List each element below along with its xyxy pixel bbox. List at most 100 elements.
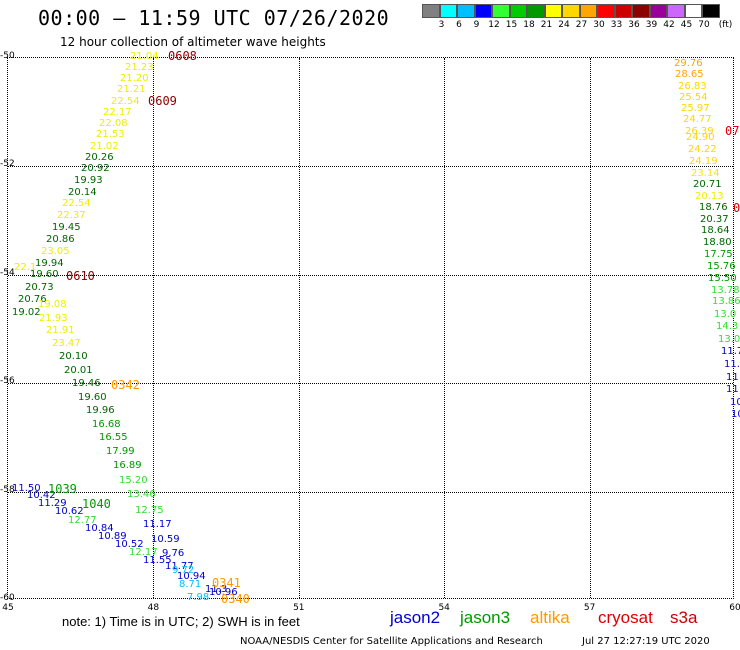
legend-tick-label: 3	[438, 20, 445, 30]
wave-height-label: 20.13	[695, 191, 724, 202]
wave-height-label: 11.4	[724, 359, 740, 370]
wave-height-label: 20.73	[25, 282, 54, 293]
wave-height-label: 26.83	[678, 81, 707, 92]
wave-height-label: 17.99	[106, 446, 135, 457]
wave-height-label: 10.89	[98, 531, 127, 542]
wave-height-label: 19.02	[12, 307, 41, 318]
legend-swatch	[614, 4, 632, 18]
wave-height-label: 10	[730, 397, 740, 408]
wave-height-label: 20.10	[59, 351, 88, 362]
wave-height-label: 20.26	[85, 152, 114, 163]
wave-height-label: 22.17	[103, 107, 132, 118]
legend-swatch	[684, 4, 702, 18]
grid-line-horizontal	[8, 491, 733, 493]
pass-time-label: 0342	[111, 378, 140, 392]
color-legend	[422, 4, 720, 18]
wave-height-label: 20.76	[18, 294, 47, 305]
legend-tick-label: 45	[680, 20, 693, 30]
wave-height-label: 23.05	[41, 246, 70, 257]
wave-height-label: 10.59	[151, 534, 180, 545]
wave-height-label: 19.08	[38, 299, 67, 310]
wave-height-label: 17.75	[704, 249, 733, 260]
pass-time-label: 1040	[82, 497, 111, 511]
wave-height-label: 13.86	[712, 296, 740, 307]
wave-height-label: 21.04	[130, 51, 159, 62]
wave-height-label: 15.76	[707, 261, 736, 272]
wave-height-label: 13.46	[127, 489, 156, 500]
grid-line-vertical	[444, 58, 446, 598]
wave-height-label: 22.08	[99, 118, 128, 129]
legend-swatch	[457, 4, 475, 18]
legend-swatch	[492, 4, 510, 18]
wave-height-label: 26.39	[685, 126, 714, 137]
legend-tick-label: 30	[593, 20, 605, 30]
legend-tick-label: 33	[610, 20, 623, 30]
wave-height-label: 11	[726, 384, 739, 395]
timestamp-text: Jul 27 12:27:19 UTC 2020	[582, 636, 710, 647]
wave-height-label: 11.55	[143, 555, 172, 566]
wave-height-label: 21.20	[120, 73, 149, 84]
legend-swatch	[597, 4, 615, 18]
x-axis-label: 60	[729, 603, 740, 613]
wave-height-label: 7.98	[187, 592, 210, 603]
wave-height-label: 19.60	[78, 392, 107, 403]
grid-line-horizontal	[8, 274, 733, 276]
wave-height-label: 10.84	[85, 523, 114, 534]
wave-height-label: 25.54	[679, 92, 708, 103]
wave-height-label: 11	[726, 372, 739, 383]
wave-height-label: 11.17	[143, 519, 172, 530]
wave-height-label: 22.1	[14, 262, 37, 273]
wave-height-label: 21.53	[96, 129, 125, 140]
wave-height-label: 19.94	[35, 258, 64, 269]
legend-tick-label: 9	[473, 20, 480, 30]
wave-height-label: 29.76	[674, 58, 703, 69]
wave-height-label: 18.76	[699, 202, 728, 213]
wave-height-label: 13.0	[714, 309, 737, 320]
satellite-altika: altika	[530, 608, 570, 627]
x-axis-label: 48	[147, 603, 160, 613]
wave-height-label: 22.54	[62, 198, 91, 209]
wave-height-label: 24.90	[686, 132, 715, 143]
legend-tick-label: 24	[558, 20, 570, 30]
legend-tick-label: 42	[663, 20, 675, 30]
wave-height-label: 20.01	[64, 365, 93, 376]
legend-tick-label: 12	[488, 20, 500, 30]
wave-height-label: 13.0	[718, 334, 740, 345]
map-title: 00:00 – 11:59 UTC 07/26/2020	[38, 6, 390, 30]
legend-swatch	[579, 4, 597, 18]
wave-height-label: 11.7	[721, 346, 740, 357]
credit-text: NOAA/NESDIS Center for Satellite Applica…	[240, 636, 543, 647]
wave-height-label: 24.22	[688, 144, 717, 155]
satellite-jason2: jason2	[390, 608, 441, 627]
wave-height-label: 22.54	[111, 96, 140, 107]
grid-line-horizontal	[8, 166, 733, 168]
y-axis-label: -60	[0, 593, 15, 603]
wave-height-label: 12.77	[68, 515, 97, 526]
wave-height-label: 14.3	[716, 321, 739, 332]
wave-height-label: 16.55	[99, 432, 128, 443]
legend-tick-label: 36	[628, 20, 640, 30]
wave-height-label: 10.96	[209, 587, 238, 598]
wave-height-label: 9.76	[162, 548, 185, 559]
wave-height-label: 19.46	[72, 378, 101, 389]
legend-labels: 3 6 9 12 15 18 21 24 27 30 33 36 39 42 45 70 (ft)	[422, 20, 740, 32]
y-axis-label: -50	[0, 51, 15, 61]
wave-height-label: 28.65	[675, 69, 704, 80]
legend-swatch	[667, 4, 685, 18]
legend-tick-label: 27	[575, 20, 588, 30]
legend-unit: (ft)	[718, 20, 733, 30]
wave-height-label: 18.80	[703, 237, 732, 248]
wave-height-label: 18.64	[701, 225, 730, 236]
wave-height-label: 12.17	[129, 547, 158, 558]
map-subtitle: 12 hour collection of altimeter wave hei…	[60, 35, 326, 49]
legend-tick-label: 15	[505, 20, 518, 30]
wave-height-label: 11.3	[205, 584, 228, 595]
legend-swatch	[422, 4, 440, 18]
legend-swatch	[439, 4, 457, 18]
pass-time-label: 0340	[221, 592, 250, 606]
wave-height-label: 20.86	[46, 234, 75, 245]
wave-height-label: 23.47	[52, 338, 81, 349]
wave-height-label: 13.78	[711, 285, 740, 296]
y-axis-label: -52	[0, 159, 15, 170]
legend-tick-label: 70	[698, 20, 710, 30]
